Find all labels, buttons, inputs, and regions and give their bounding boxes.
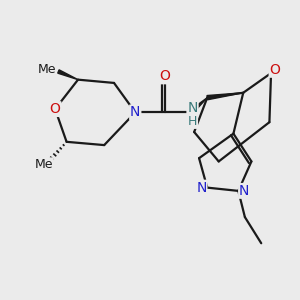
Text: Me: Me (38, 63, 56, 76)
Text: N: N (130, 105, 140, 119)
Text: Me: Me (34, 158, 53, 171)
Text: O: O (159, 69, 170, 83)
Text: H: H (188, 115, 197, 128)
Polygon shape (190, 98, 207, 114)
Text: N: N (196, 181, 207, 195)
Polygon shape (58, 70, 78, 80)
Text: N: N (239, 184, 249, 198)
Text: N: N (187, 101, 198, 116)
Text: O: O (269, 63, 281, 77)
Text: O: O (50, 102, 61, 116)
Polygon shape (207, 93, 243, 100)
